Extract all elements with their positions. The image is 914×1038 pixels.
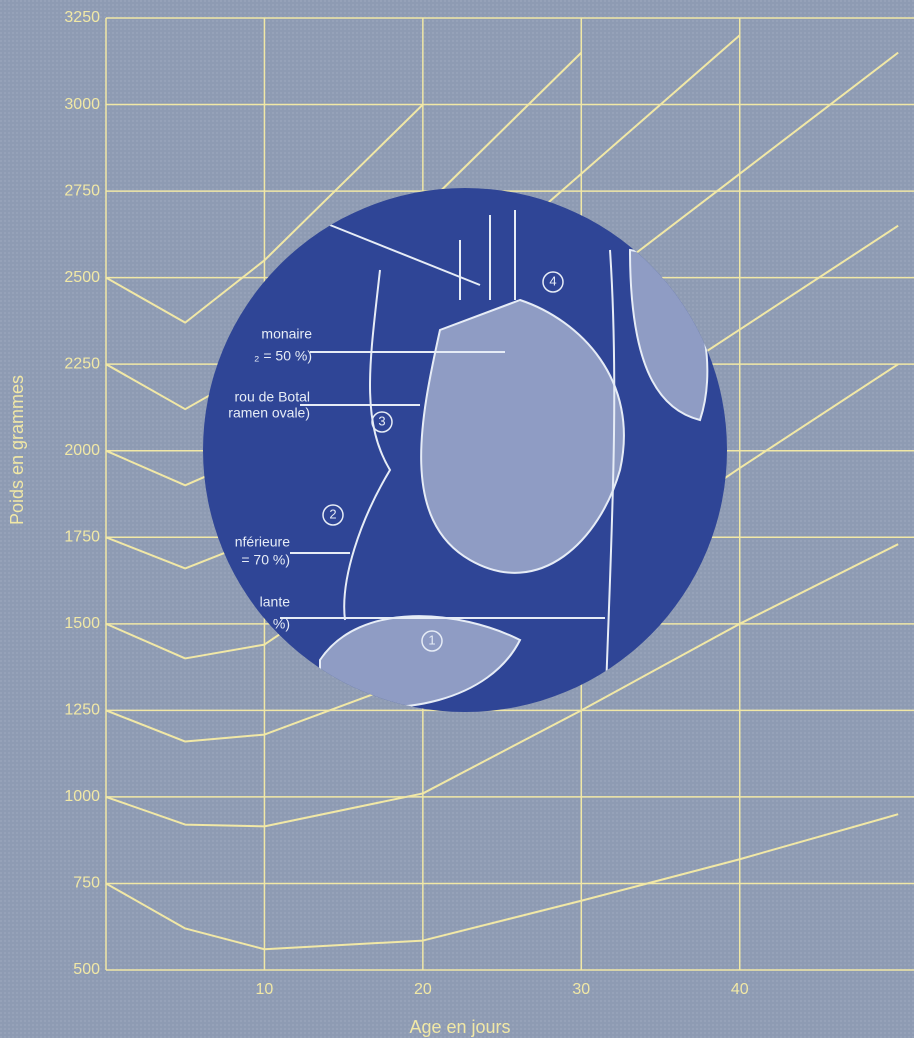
y-tick-label: 1750 bbox=[64, 528, 100, 545]
step-marker bbox=[421, 630, 443, 652]
annotation: lante bbox=[260, 594, 291, 610]
y-tick-label: 1000 bbox=[64, 788, 100, 805]
annotation: 2 bbox=[329, 506, 336, 521]
y-tick-label: 3000 bbox=[64, 96, 100, 113]
y-tick-label: 3250 bbox=[64, 9, 100, 26]
growth-curve bbox=[106, 813, 899, 951]
x-tick-label: 20 bbox=[414, 981, 432, 998]
y-tick-label: 2250 bbox=[64, 355, 100, 372]
x-tick-label: 10 bbox=[256, 981, 274, 998]
growth-curve bbox=[106, 543, 899, 828]
y-tick-label: 2750 bbox=[64, 182, 100, 199]
annotation: 3 bbox=[378, 413, 385, 428]
x-tick-label: 40 bbox=[731, 981, 749, 998]
y-tick-label: 1250 bbox=[64, 702, 100, 719]
x-axis-label: Age en jours bbox=[409, 1017, 510, 1037]
annotation: %) bbox=[273, 616, 290, 632]
leader bbox=[329, 224, 481, 286]
y-tick-label: 2000 bbox=[64, 442, 100, 459]
y-tick-label: 750 bbox=[73, 875, 100, 892]
heart-shape bbox=[420, 298, 625, 574]
step-marker bbox=[322, 504, 344, 526]
y-axis-label: Poids en grammes bbox=[7, 375, 27, 525]
vessels bbox=[459, 210, 516, 300]
step-marker bbox=[542, 271, 564, 293]
annotation: 4 bbox=[549, 273, 556, 288]
aorta bbox=[604, 249, 616, 712]
annotation: ₂ = 50 %) bbox=[254, 348, 312, 364]
annotation: = 70 %) bbox=[241, 552, 290, 568]
annotation: ramen ovale) bbox=[228, 405, 310, 421]
x-tick-label: 30 bbox=[572, 981, 590, 998]
vein bbox=[343, 269, 392, 621]
growth-curve bbox=[106, 103, 424, 324]
annotation: nférieure bbox=[235, 534, 290, 550]
y-tick-label: 2500 bbox=[64, 269, 100, 286]
annotation: rou de Botal bbox=[235, 389, 311, 405]
y-tick-label: 1500 bbox=[64, 615, 100, 632]
y-tick-label: 500 bbox=[73, 961, 100, 978]
annotation: monaire bbox=[261, 326, 312, 342]
annotation: 1 bbox=[428, 632, 435, 647]
step-marker bbox=[371, 411, 393, 433]
